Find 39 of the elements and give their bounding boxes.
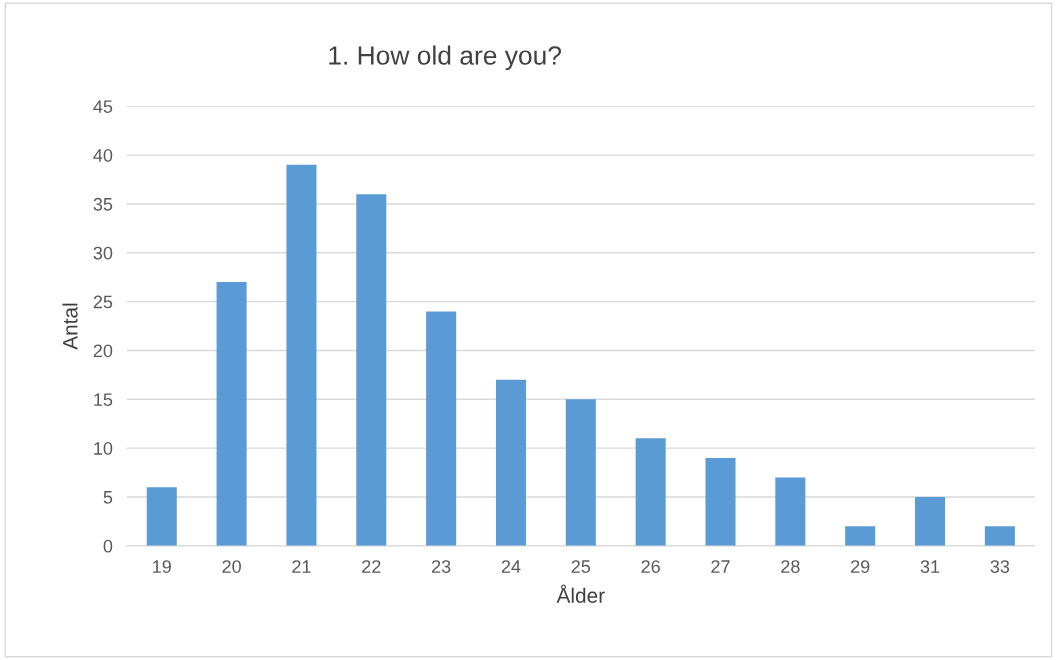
bar	[146, 487, 177, 546]
y-tick-label: 45	[93, 100, 113, 113]
x-tick-label: 23	[432, 560, 451, 573]
bar	[495, 379, 526, 546]
y-tick-label: 25	[93, 295, 113, 309]
bar	[426, 311, 457, 546]
bar	[565, 399, 596, 546]
y-axis-title: Antal	[62, 303, 78, 350]
bar	[984, 526, 1015, 546]
x-axis-title: Ålder	[556, 584, 605, 603]
x-tick-label: 27	[711, 560, 730, 573]
y-tick-label: 5	[103, 491, 113, 504]
x-tick-label: 21	[292, 560, 311, 573]
bar	[705, 457, 736, 546]
y-tick-label: 30	[93, 246, 113, 260]
y-tick-label: 35	[93, 197, 113, 211]
bar	[635, 438, 666, 546]
bar	[286, 164, 317, 546]
bar	[216, 282, 247, 546]
x-tick-label: 29	[851, 560, 870, 573]
x-tick-label: 26	[641, 560, 660, 573]
x-tick-label: 33	[990, 560, 1010, 573]
bar	[775, 477, 806, 546]
y-tick-label: 10	[94, 442, 113, 455]
bar	[356, 194, 387, 546]
x-tick-label: 31	[920, 560, 940, 573]
x-tick-label: 22	[362, 560, 381, 573]
x-tick-label: 24	[501, 560, 521, 573]
y-tick-label: 20	[93, 344, 113, 358]
y-tick-label: 40	[93, 149, 113, 162]
x-tick-label: 20	[222, 560, 241, 573]
chart-title: 1. How old are you?	[329, 45, 562, 71]
bar	[845, 526, 876, 546]
bar	[915, 496, 946, 546]
x-tick-label: 19	[153, 560, 171, 573]
y-tick-label: 15	[94, 393, 113, 407]
y-tick-label: 0	[103, 539, 113, 553]
x-tick-label: 28	[781, 560, 800, 573]
x-tick-label: 25	[571, 560, 591, 573]
